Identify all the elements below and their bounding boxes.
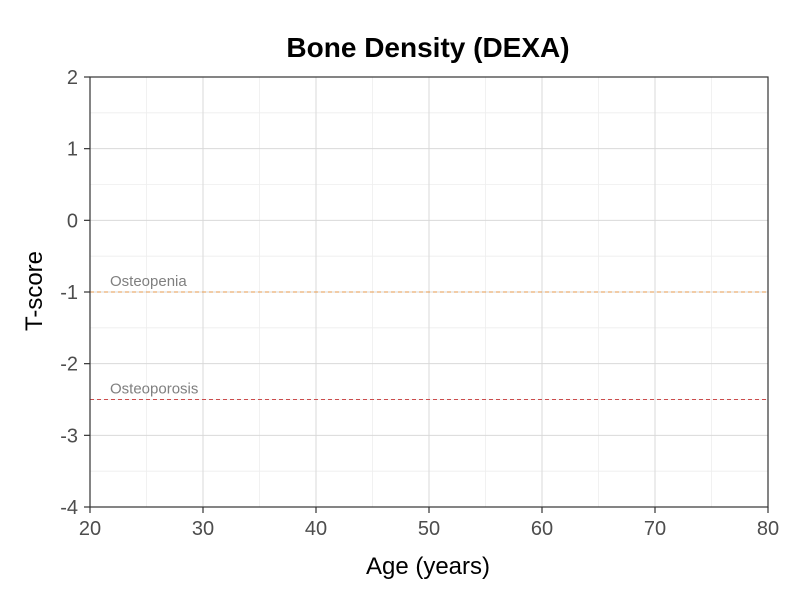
x-tick-label: 50 — [418, 518, 440, 540]
chart-title: Bone Density (DEXA) — [286, 32, 569, 63]
y-tick-label: 2 — [67, 67, 78, 89]
x-tick-label: 80 — [757, 518, 779, 540]
reference-label-osteopenia: Osteopenia — [110, 273, 187, 290]
x-tick-label: 60 — [531, 518, 553, 540]
x-tick-label: 40 — [305, 518, 327, 540]
y-tick-label: -3 — [60, 425, 78, 447]
reference-lines: Osteopenia Osteoporosis — [90, 273, 768, 400]
y-tick-label: -1 — [60, 282, 78, 304]
y-axis-label: T-score — [21, 251, 48, 331]
y-tick-label: 0 — [67, 210, 78, 232]
y-tick-label: -2 — [60, 354, 78, 376]
x-axis-ticks: 20 30 40 50 60 70 80 — [79, 507, 779, 540]
x-axis-label: Age (years) — [366, 553, 490, 580]
y-tick-label: -4 — [60, 497, 78, 519]
y-axis-ticks: 2 1 0 -1 -2 -3 -4 — [60, 67, 90, 519]
x-tick-label: 20 — [79, 518, 101, 540]
y-tick-label: 1 — [67, 139, 78, 161]
reference-label-osteoporosis: Osteoporosis — [110, 381, 198, 398]
x-tick-label: 30 — [192, 518, 214, 540]
x-tick-label: 70 — [644, 518, 666, 540]
